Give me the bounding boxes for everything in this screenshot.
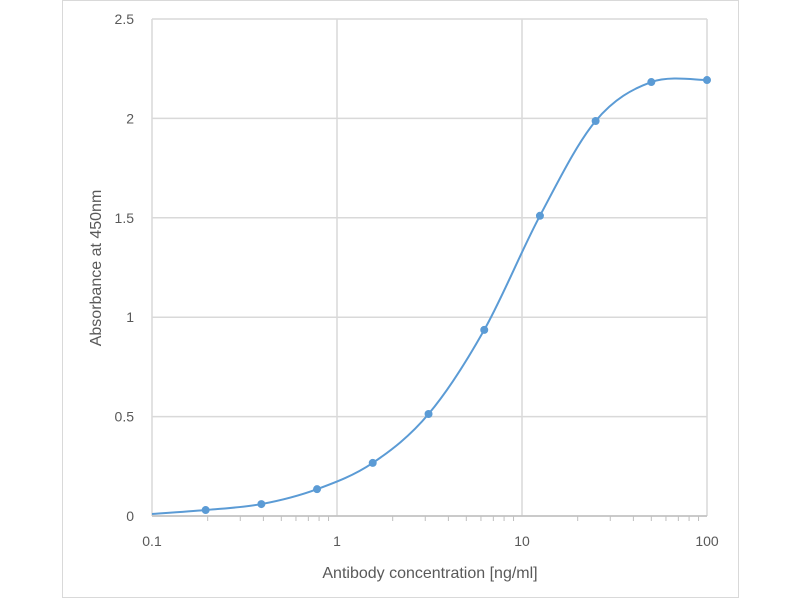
x-tick-label: 0.1	[142, 533, 162, 549]
y-axis-label: Absorbance at 450nm	[88, 190, 105, 347]
data-point	[535, 211, 544, 220]
data-point	[368, 458, 377, 467]
tick-labels: 0 0.5 1 1.5 2 2.5 0.1 1 10 100	[115, 11, 719, 549]
data-point	[201, 506, 210, 515]
data-point	[647, 78, 656, 87]
x-tick-label: 100	[695, 533, 719, 549]
data-point	[703, 76, 711, 85]
y-tick-label: 2.5	[115, 11, 135, 27]
data-points	[201, 76, 711, 515]
chart-border	[62, 0, 739, 598]
y-tick-label: 1.5	[115, 210, 135, 226]
data-point	[313, 485, 322, 494]
x-tick-label: 10	[514, 533, 530, 549]
data-point	[424, 410, 433, 419]
x-tick-label: 1	[333, 533, 341, 549]
y-tick-label: 1	[126, 309, 134, 325]
x-axis-label: Antibody concentration [ng/ml]	[322, 565, 537, 582]
data-point	[480, 325, 489, 334]
axes	[152, 515, 707, 521]
y-tick-label: 0	[126, 508, 134, 524]
data-point	[591, 116, 600, 125]
gridlines	[151, 18, 708, 517]
y-tick-label: 0.5	[115, 409, 135, 425]
y-tick-label: 2	[126, 110, 134, 126]
data-point	[257, 500, 266, 509]
